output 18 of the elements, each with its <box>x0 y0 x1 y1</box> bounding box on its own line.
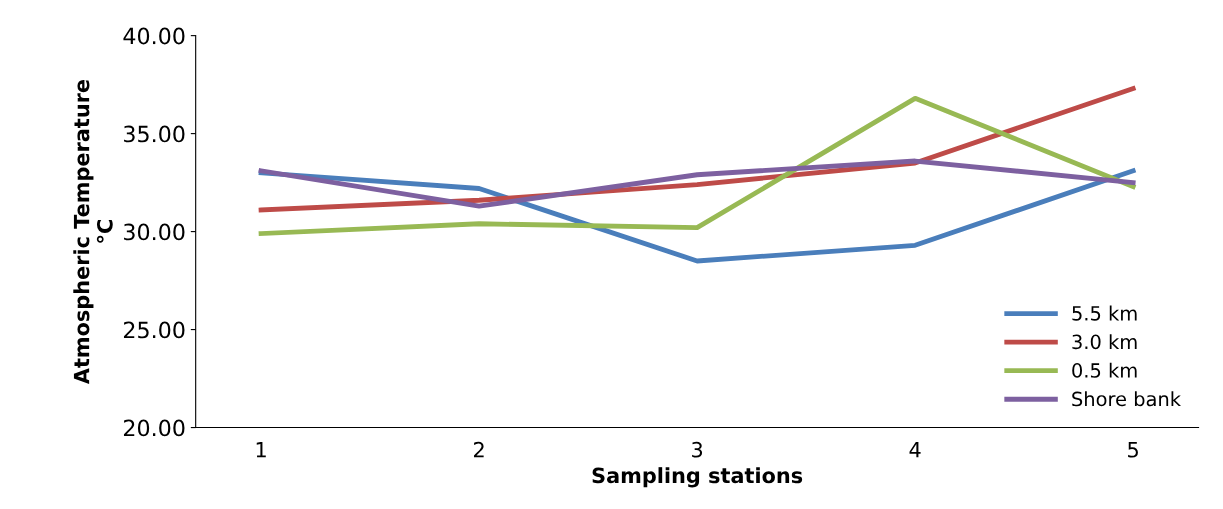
y-axis-title: Atmospheric Temperature °C <box>73 79 113 385</box>
y-tick-label: 35.00 <box>124 125 185 143</box>
line-series <box>258 158 1136 209</box>
x-tick-label: 1 <box>256 442 266 458</box>
y-tick-label: 20.00 <box>123 419 185 437</box>
legend-label: 5.5 km <box>1072 305 1137 321</box>
x-axis-title: Sampling stations <box>592 467 803 488</box>
legend-label: 0.5 km <box>1072 362 1137 378</box>
x-tick-label: 2 <box>474 441 484 458</box>
x-tick-label: 3 <box>692 441 703 458</box>
legend-label: Shore bank <box>1072 391 1181 407</box>
x-tick-label: 5 <box>1128 442 1138 458</box>
x-tick-label: 4 <box>909 442 921 458</box>
y-tick-label: 40.00 <box>123 27 185 45</box>
legend-label: 3.0 km <box>1072 334 1137 350</box>
y-tick-label: 25.00 <box>123 321 185 339</box>
y-tick-label: 30.00 <box>124 223 185 241</box>
line-series <box>258 95 1136 236</box>
